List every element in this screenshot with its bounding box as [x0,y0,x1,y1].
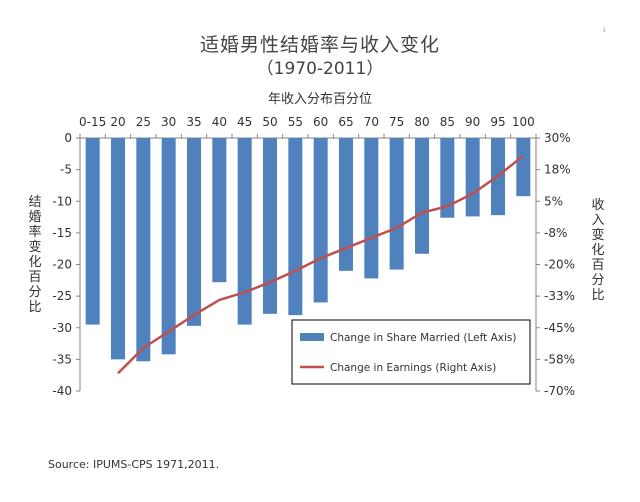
bar [212,138,227,283]
bar [263,138,277,314]
chart-subtitle: （1970-2011） [256,59,384,79]
x-tick-label: 70 [364,115,379,129]
x-tick-label: 55 [288,115,303,129]
right-tick-label: -8% [544,226,567,240]
corner-mark: ı [603,25,606,34]
x-tick-label: 80 [414,115,429,129]
bar [111,138,125,360]
x-tick-label: 50 [262,115,277,129]
x-tick-label: 85 [440,115,455,129]
bar [288,138,303,316]
right-tick-label: -45% [544,321,575,335]
legend-label-bars: Change in Share Married (Left Axis) [330,332,516,344]
source-note: Source: IPUMS-CPS 1971,2011. [48,458,220,471]
earnings-line [117,154,525,375]
x-tick-label: 45 [237,115,252,129]
x-tick-label: 60 [313,115,328,129]
bar [465,138,480,217]
bar [516,138,531,197]
left-tick-label: -35 [52,352,72,366]
right-tick-label: 5% [544,194,563,208]
left-tick-label: -5 [60,163,72,177]
right-tick-label: -70% [544,384,575,398]
bar [389,138,404,270]
left-tick-label: -15 [52,226,72,240]
bar [415,138,429,254]
left-tick-label: -40 [52,384,72,398]
legend-label-line: Change in Earnings (Right Axis) [330,362,496,374]
bar [237,138,252,325]
left-tick-label: -25 [52,289,72,303]
left-tick-label: -10 [52,194,72,208]
y-axis-label: 结婚率变化百分比 [28,195,42,315]
legend-box [291,319,531,385]
x-tick-label: 40 [212,115,227,129]
bar [364,138,379,279]
legend-swatch-bars [300,333,324,341]
x-tick-label: 20 [110,115,125,129]
x-tick-label: 0-15 [79,115,106,129]
x-axis-label: 年收入分布百分位 [267,92,372,107]
bar [313,138,328,303]
bar [187,138,201,326]
left-tick-label: 0 [64,131,72,145]
x-tick-label: 100 [512,115,535,129]
bar [85,138,100,325]
right-tick-label: -33% [544,289,575,303]
x-tick-label: 90 [465,115,480,129]
x-tick-label: 65 [338,115,353,129]
right-tick-label: -58% [544,352,575,366]
x-tick-label: 25 [136,115,151,129]
bar [339,138,353,271]
chart-title: 适婚男性结婚率与收入变化 [199,34,440,56]
x-tick-label: 95 [490,115,505,129]
right-tick-label: -20% [544,258,575,272]
x-tick-label: 30 [161,115,176,129]
left-tick-label: -30 [52,321,72,335]
bar [440,138,455,218]
left-tick-label: -20 [52,258,72,272]
bar [161,138,176,355]
x-tick-label: 35 [186,115,201,129]
right-tick-label: 30% [544,131,571,145]
x-tick-label: 75 [389,115,404,129]
bar [136,138,151,362]
y2-axis-label: 收入变化百分比 [591,198,605,303]
right-tick-label: 18% [544,163,571,177]
